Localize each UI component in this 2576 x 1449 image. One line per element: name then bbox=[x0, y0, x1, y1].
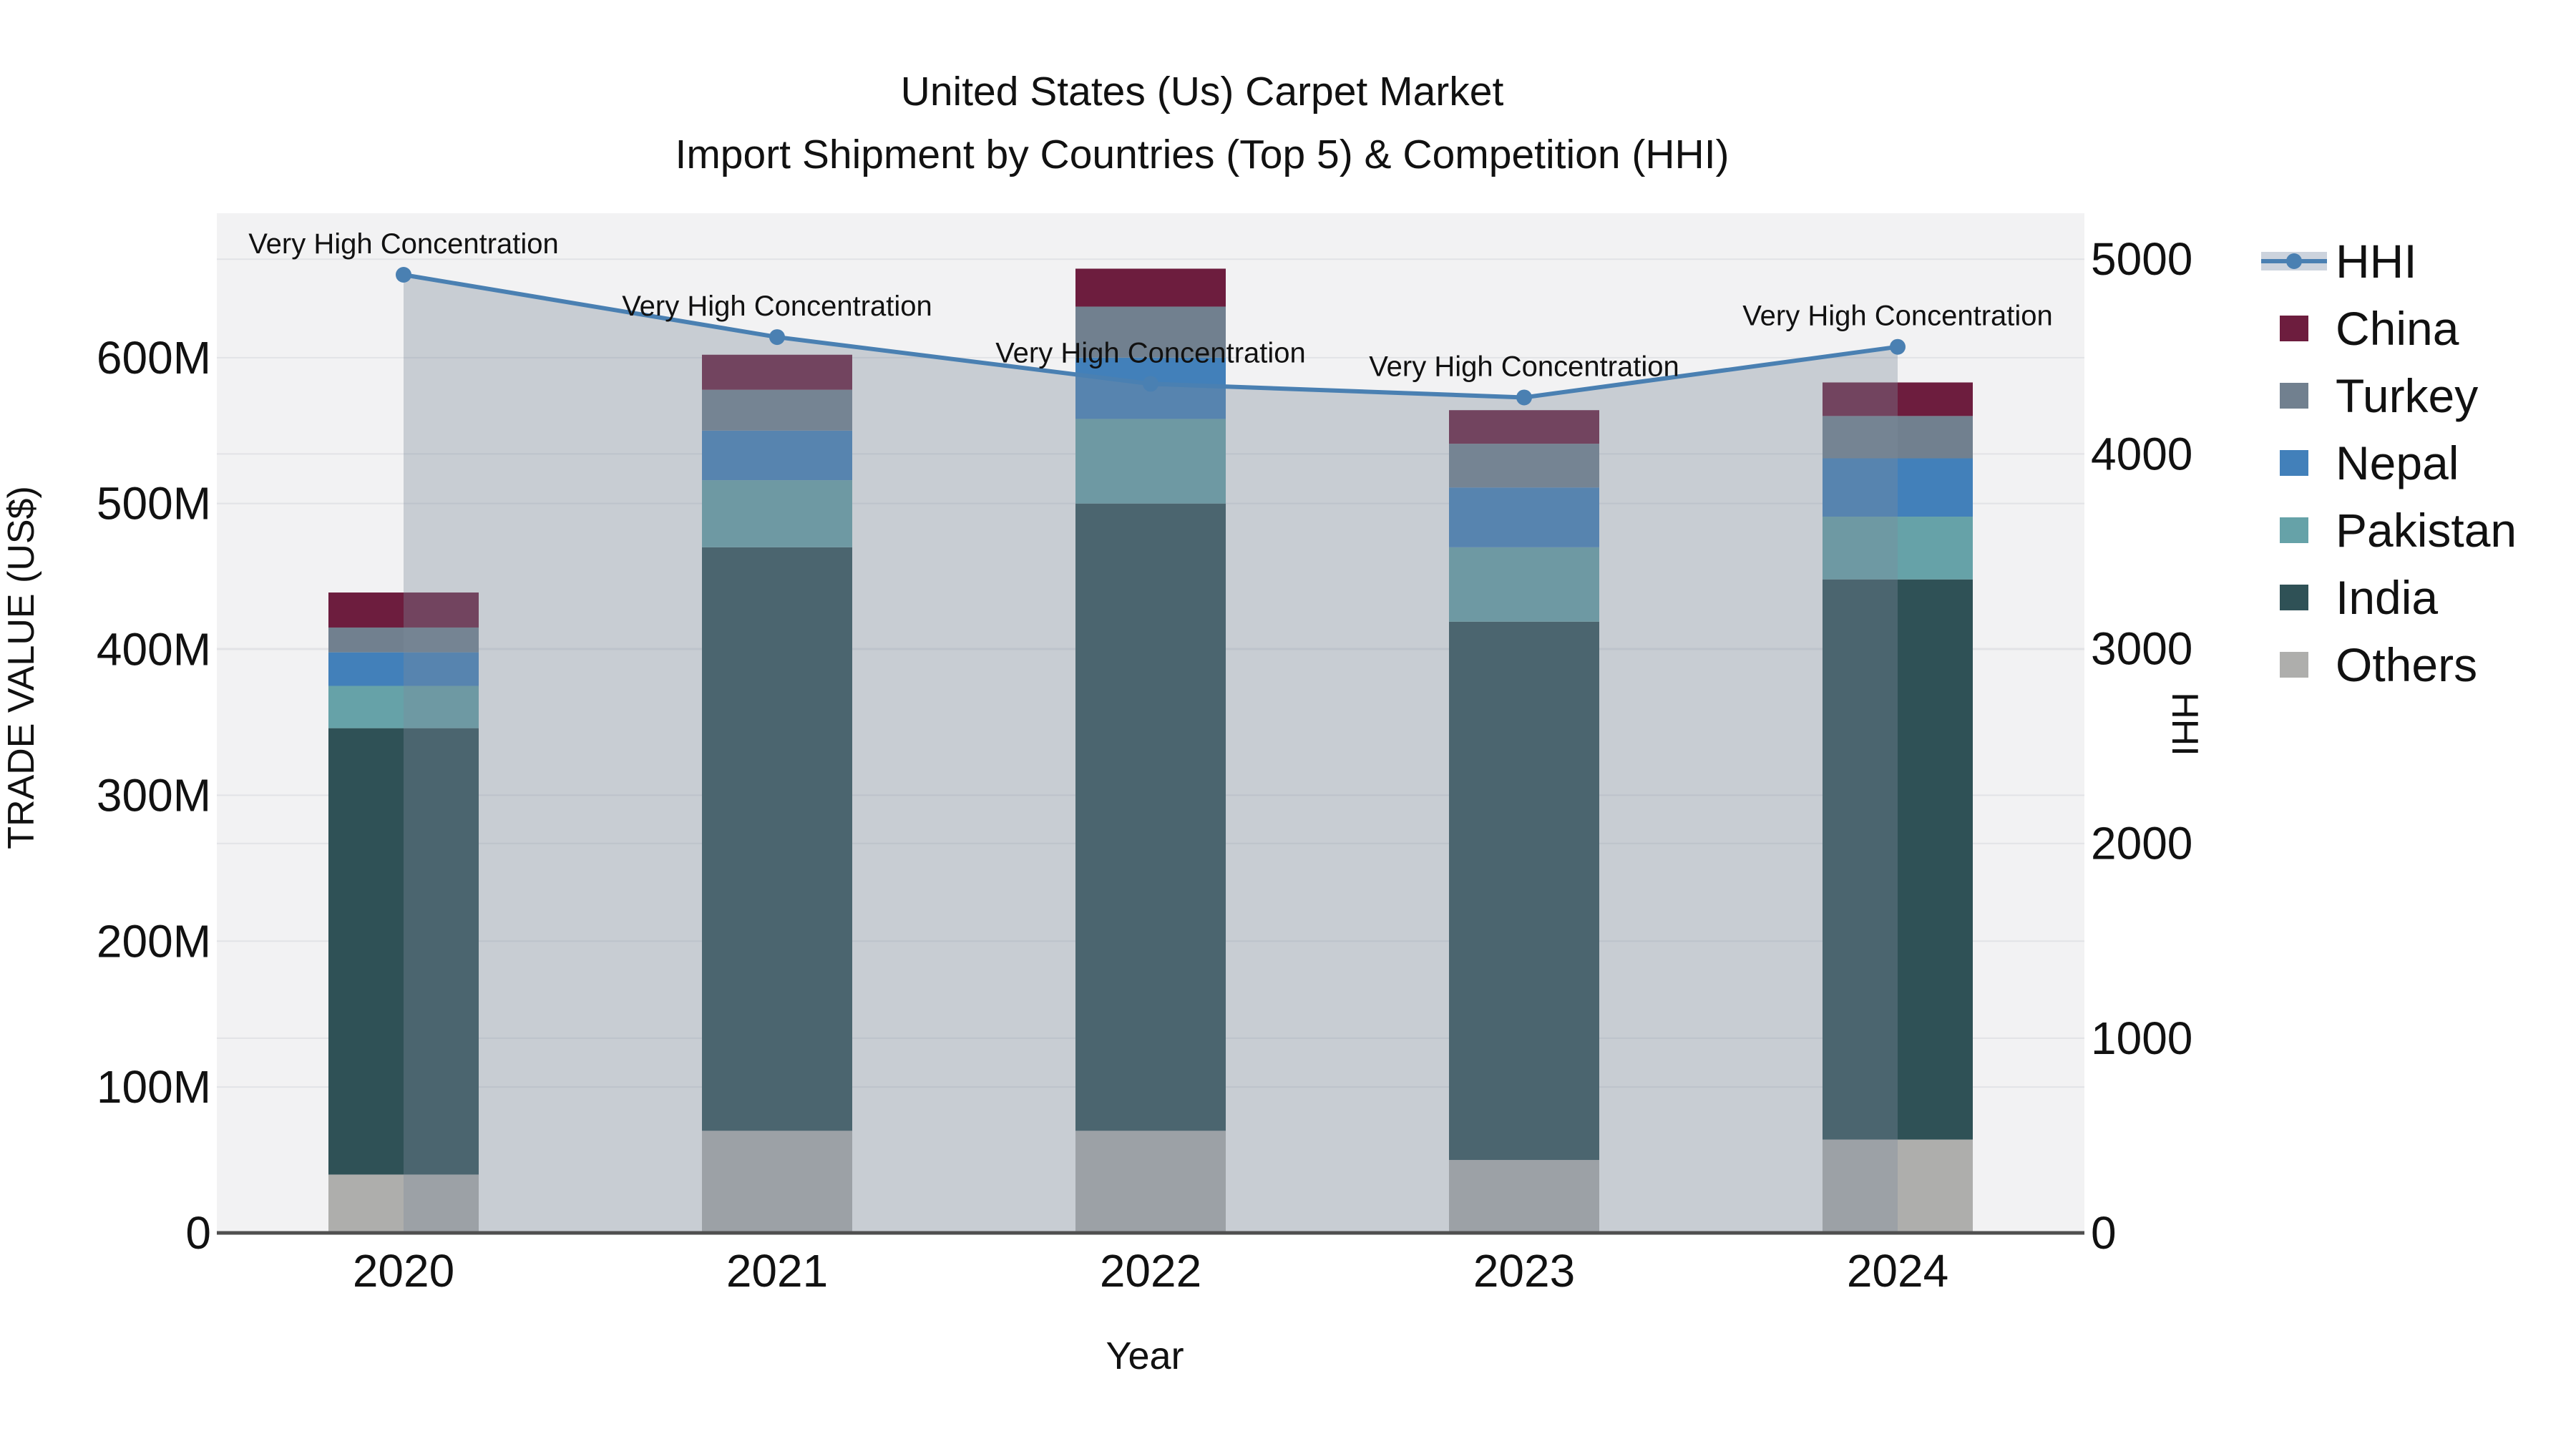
annotation-2022: Very High Concentration bbox=[995, 337, 1306, 369]
y-axis-title-left: TRADE VALUE (US$) bbox=[1, 486, 42, 849]
y-left-tick-300M: 300M bbox=[97, 769, 211, 821]
swatch-icon bbox=[2280, 517, 2308, 543]
bar-segment-nepal-2020[interactable] bbox=[328, 652, 479, 686]
bar-segment-pakistan-2024[interactable] bbox=[1823, 517, 1973, 580]
hhi-marker-2021[interactable] bbox=[769, 329, 785, 346]
x-tick-2023: 2023 bbox=[1473, 1245, 1575, 1297]
x-axis-title: Year bbox=[1106, 1335, 1184, 1377]
bar-segment-turkey-2020[interactable] bbox=[328, 627, 479, 653]
y-right-tick-4000: 4000 bbox=[2091, 428, 2192, 479]
legend-item-turkey[interactable]: Turkey bbox=[2261, 369, 2478, 422]
chart-title: United States (Us) Carpet Market Import … bbox=[675, 60, 1729, 186]
y-right-tick-5000: 5000 bbox=[2091, 233, 2192, 285]
hhi-area-fill bbox=[404, 275, 1898, 1234]
bar-segment-others-2024[interactable] bbox=[1823, 1139, 1973, 1233]
annotation-2020: Very High Concentration bbox=[248, 228, 559, 260]
bar-segment-pakistan-2022[interactable] bbox=[1075, 419, 1226, 504]
bar-segment-nepal-2023[interactable] bbox=[1449, 487, 1599, 547]
hhi-line-sample-icon bbox=[2261, 238, 2327, 285]
legend-swatch-pakistan bbox=[2261, 507, 2327, 554]
x-tick-2024: 2024 bbox=[1847, 1245, 1948, 1297]
bar-segment-others-2020[interactable] bbox=[328, 1174, 479, 1233]
y-right-tick-0: 0 bbox=[2091, 1207, 2117, 1259]
bar-segment-india-2020[interactable] bbox=[328, 728, 479, 1175]
hhi-marker-2024[interactable] bbox=[1890, 338, 1906, 355]
legend-label: Pakistan bbox=[2336, 504, 2517, 557]
annotation-2023: Very High Concentration bbox=[1369, 351, 1679, 382]
legend-swatch-india bbox=[2261, 574, 2327, 621]
bar-segment-india-2022[interactable] bbox=[1075, 503, 1226, 1131]
legend-swatch-others bbox=[2261, 641, 2327, 688]
swatch-icon bbox=[2280, 585, 2308, 610]
bar-segment-pakistan-2020[interactable] bbox=[328, 686, 479, 728]
legend-swatch-nepal bbox=[2261, 439, 2327, 487]
bar-segment-china-2022[interactable] bbox=[1075, 268, 1226, 307]
legend-item-china[interactable]: China bbox=[2261, 302, 2459, 355]
annotation-2021: Very High Concentration bbox=[622, 291, 932, 322]
bar-segment-turkey-2021[interactable] bbox=[702, 389, 852, 431]
y-left-tick-600M: 600M bbox=[97, 332, 211, 384]
bar-segment-turkey-2023[interactable] bbox=[1449, 444, 1599, 488]
annotation-2024: Very High Concentration bbox=[1742, 301, 2053, 332]
bar-segment-others-2022[interactable] bbox=[1075, 1131, 1226, 1233]
bar-segment-china-2021[interactable] bbox=[702, 354, 852, 390]
legend-label: HHI bbox=[2336, 235, 2417, 288]
y-axis-title-right: HHI bbox=[2164, 692, 2205, 756]
legend-item-pakistan[interactable]: Pakistan bbox=[2261, 504, 2517, 557]
y-left-tick-500M: 500M bbox=[97, 478, 211, 530]
legend-label: Turkey bbox=[2336, 369, 2479, 422]
legend-label: China bbox=[2336, 302, 2459, 355]
bar-segment-nepal-2024[interactable] bbox=[1823, 458, 1973, 517]
bar-segment-india-2024[interactable] bbox=[1823, 579, 1973, 1140]
hhi-area-sample bbox=[2261, 252, 2327, 270]
legend-item-nepal[interactable]: Nepal bbox=[2261, 436, 2459, 489]
y-right-tick-1000: 1000 bbox=[2091, 1013, 2192, 1064]
hhi-marker-glyph bbox=[2286, 253, 2302, 269]
chart-title-line2: Import Shipment by Countries (Top 5) & C… bbox=[675, 132, 1729, 177]
legend-item-hhi[interactable]: HHI bbox=[2261, 235, 2417, 288]
hhi-marker-2023[interactable] bbox=[1516, 389, 1532, 406]
legend-item-others[interactable]: Others bbox=[2261, 638, 2477, 691]
y-right-tick-3000: 3000 bbox=[2091, 623, 2192, 675]
legend-label: India bbox=[2336, 571, 2439, 624]
legend-label: Nepal bbox=[2336, 436, 2459, 489]
legend-item-india[interactable]: India bbox=[2261, 571, 2438, 624]
hhi-marker-2020[interactable] bbox=[396, 267, 411, 283]
y-left-tick-100M: 100M bbox=[97, 1061, 211, 1113]
legend-label: Others bbox=[2336, 638, 2478, 691]
bar-segment-pakistan-2021[interactable] bbox=[702, 480, 852, 547]
y-left-tick-400M: 400M bbox=[97, 624, 211, 675]
swatch-icon bbox=[2280, 450, 2308, 476]
bar-segment-india-2021[interactable] bbox=[702, 547, 852, 1131]
legend-swatch-china bbox=[2261, 305, 2327, 352]
swatch-icon bbox=[2280, 383, 2308, 409]
bar-segment-others-2023[interactable] bbox=[1449, 1160, 1599, 1233]
swatch-icon bbox=[2280, 316, 2308, 341]
bar-segment-turkey-2024[interactable] bbox=[1823, 416, 1973, 459]
x-tick-2022: 2022 bbox=[1100, 1245, 1201, 1297]
bar-segment-china-2023[interactable] bbox=[1449, 410, 1599, 444]
bar-segment-china-2024[interactable] bbox=[1823, 382, 1973, 416]
bar-segment-nepal-2021[interactable] bbox=[702, 430, 852, 481]
x-tick-2021: 2021 bbox=[726, 1245, 828, 1297]
bar-segment-india-2023[interactable] bbox=[1449, 621, 1599, 1161]
bar-segment-pakistan-2023[interactable] bbox=[1449, 547, 1599, 622]
y-left-tick-200M: 200M bbox=[97, 915, 211, 967]
y-left-tick-0: 0 bbox=[185, 1207, 211, 1259]
legend-swatch-turkey bbox=[2261, 372, 2327, 419]
swatch-icon bbox=[2280, 652, 2308, 678]
x-tick-2020: 2020 bbox=[353, 1245, 454, 1297]
bar-segment-turkey-2022[interactable] bbox=[1075, 306, 1226, 358]
bar-segment-china-2020[interactable] bbox=[328, 592, 479, 628]
bar-segment-others-2021[interactable] bbox=[702, 1131, 852, 1233]
chart-title-line1: United States (Us) Carpet Market bbox=[900, 69, 1504, 114]
hhi-marker-2022[interactable] bbox=[1143, 376, 1158, 392]
y-right-tick-2000: 2000 bbox=[2091, 818, 2192, 869]
